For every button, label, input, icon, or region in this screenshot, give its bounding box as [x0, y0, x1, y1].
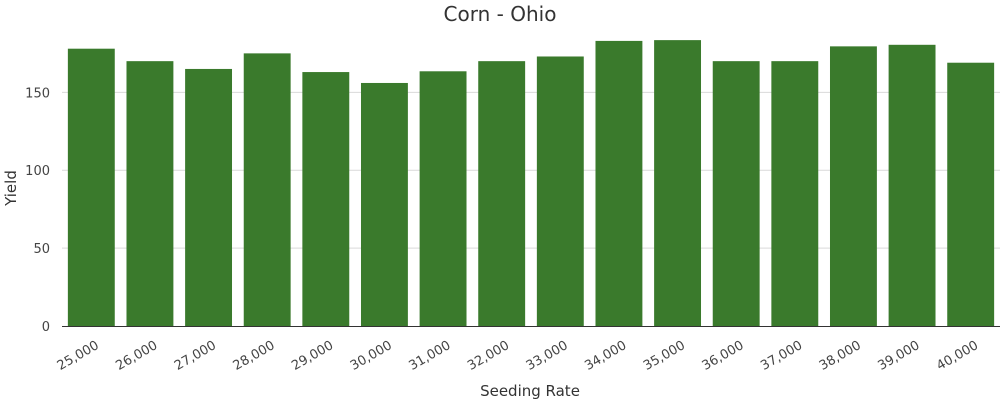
- x-tick-label: 29,000: [289, 338, 336, 374]
- bar: [185, 68, 233, 327]
- bar: [243, 53, 291, 327]
- bar: [712, 61, 760, 326]
- bar: [419, 71, 467, 326]
- x-tick-label: 27,000: [172, 338, 219, 374]
- x-tick-label: 35,000: [641, 338, 688, 374]
- x-tick-label: 36,000: [700, 338, 747, 374]
- bar: [829, 46, 877, 326]
- x-tick-label: 26,000: [113, 338, 160, 374]
- bar: [595, 40, 643, 326]
- bar: [536, 56, 584, 326]
- y-tick-label: 0: [42, 320, 50, 335]
- x-tick-label: 33,000: [524, 338, 571, 374]
- x-tick-label: 40,000: [934, 338, 981, 374]
- x-tick-label: 38,000: [817, 338, 864, 374]
- y-axis-label: Yield: [2, 170, 20, 207]
- x-tick-label: 30,000: [348, 338, 395, 374]
- x-tick-label: 25,000: [55, 338, 102, 374]
- bar: [771, 61, 819, 326]
- x-tick-label: 37,000: [758, 338, 805, 374]
- bars: [67, 40, 995, 327]
- bar: [947, 62, 995, 326]
- bar: [126, 61, 174, 326]
- y-tick-labels: 0 50 100 150: [25, 86, 50, 335]
- bar: [302, 72, 350, 326]
- bar: [654, 40, 702, 327]
- x-tick-labels: 25,000 26,000 27,000 28,000 29,000 30,000 31,0…: [55, 338, 981, 374]
- bar: [360, 82, 408, 327]
- chart-title: Corn - Ohio: [443, 2, 557, 26]
- y-tick-label: 150: [25, 86, 50, 101]
- x-tick-label: 28,000: [231, 338, 278, 374]
- x-axis-label: Seeding Rate: [480, 382, 580, 400]
- bar: [888, 44, 936, 327]
- x-tick-label: 32,000: [465, 338, 512, 374]
- bar: [67, 48, 115, 327]
- y-tick-label: 50: [33, 242, 50, 257]
- x-tick-label: 39,000: [876, 338, 923, 374]
- y-tick-label: 100: [25, 164, 50, 179]
- x-tick-label: 31,000: [407, 338, 454, 374]
- bar: [478, 61, 526, 326]
- x-tick-label: 34,000: [582, 338, 629, 374]
